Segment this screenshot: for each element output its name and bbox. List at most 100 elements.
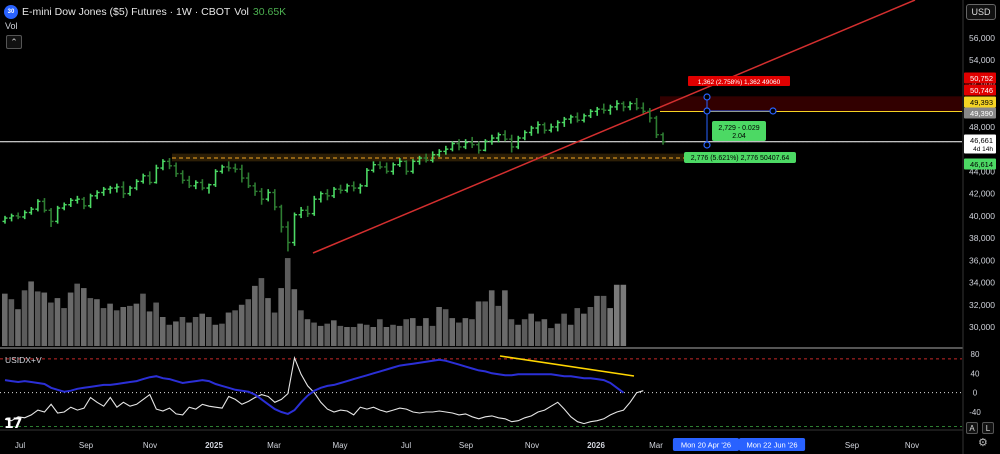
volume-bar (127, 305, 133, 346)
time-axis-label: Nov (525, 441, 539, 450)
price-badge (964, 107, 996, 119)
indicator-tick-label: 0 (973, 389, 978, 398)
price-tick-label: 32,000 (969, 300, 995, 310)
date-badge (672, 438, 740, 451)
volume-bar (469, 319, 475, 346)
volume-bar (600, 295, 607, 346)
price-tick-label: 34,000 (969, 278, 995, 288)
volume-bar (2, 293, 8, 346)
volume-bar (219, 323, 225, 346)
volume-bar (15, 309, 21, 346)
volume-bar (100, 308, 107, 346)
volume-bar (258, 278, 265, 346)
volume-bar (587, 306, 594, 346)
volume-bar (423, 318, 429, 346)
price-badge-value: 50,746 (970, 86, 993, 95)
measure-handle (703, 93, 711, 101)
bottom-measure-box (684, 152, 796, 163)
price-badge-value: 49,390 (970, 109, 993, 118)
volume-bar (508, 319, 515, 346)
volume-bar (383, 327, 390, 346)
collapse-chevron-icon[interactable]: ⌃ (6, 35, 22, 49)
indicator-white-line (4, 355, 644, 425)
volume-bar (28, 281, 34, 346)
volume-bar (534, 321, 541, 346)
price-tick-label: 42,000 (969, 189, 995, 199)
volume-bar (74, 283, 80, 346)
green-measure-box (712, 121, 766, 141)
price-tick-label: 30,000 (969, 322, 995, 332)
symbol-logo-icon[interactable]: 30 (4, 5, 18, 19)
volume-bar (528, 313, 534, 346)
trend-line (312, 0, 916, 254)
volume-bar (107, 303, 113, 346)
volume-bar (146, 311, 153, 346)
indicator-tick-label: 80 (971, 350, 980, 359)
settings-gear-icon[interactable]: ⚙ (978, 437, 988, 449)
indicator-label[interactable]: USIDX+V (5, 355, 42, 365)
volume-bar (390, 324, 396, 346)
volume-bar (21, 290, 28, 346)
volume-bar (265, 298, 271, 346)
volume-bar (298, 310, 304, 346)
volume-bar (54, 298, 61, 346)
volume-bar (620, 284, 627, 346)
volume-bar (225, 312, 232, 346)
volume-label: Vol (234, 6, 249, 18)
measure-handle (769, 107, 777, 115)
volume-bar (284, 258, 291, 346)
time-axis-label: Nov (905, 441, 919, 450)
volume-bar (173, 321, 179, 346)
volume-bar (324, 323, 331, 346)
time-axis-label: Mar (649, 441, 663, 450)
time-axis-label: Sep (459, 441, 474, 450)
chart-header: 30 E-mini Dow Jones ($5) Futures · 1W · … (4, 4, 286, 20)
volume-bar (212, 324, 219, 346)
log-scale-button[interactable]: L (982, 422, 994, 434)
volume-bar (238, 304, 245, 346)
volume-bar (179, 316, 186, 346)
volume-bar (462, 318, 469, 346)
volume-bar (245, 299, 252, 346)
price-badge-countdown: 4d 14h (973, 146, 993, 153)
divergence-line (499, 355, 635, 377)
price-badge-value: 46,661 (970, 136, 993, 145)
tradingview-logo-icon[interactable]: 17 (4, 416, 23, 432)
volume-bar (548, 328, 554, 346)
time-axis-label: 2026 (587, 441, 605, 450)
indicator-tick-label: 40 (971, 369, 980, 378)
volume-bar (581, 313, 587, 346)
volume-bar (594, 295, 600, 346)
volume-bar (344, 327, 350, 346)
volume-bar (541, 319, 548, 346)
volume-bar (567, 324, 574, 346)
red-measure-box (688, 76, 790, 86)
volume-bar (192, 316, 199, 346)
volume-bar (80, 288, 87, 346)
currency-selector[interactable]: USD (966, 4, 996, 20)
auto-scale-button[interactable]: A (966, 422, 978, 434)
price-tick-label: 40,000 (969, 211, 995, 221)
price-badge (964, 96, 996, 108)
volume-bar (317, 325, 324, 346)
time-axis-label: Nov (143, 441, 157, 450)
volume-bar (416, 325, 423, 346)
time-axis-label: May (332, 441, 347, 450)
price-tick-label: 54,000 (969, 55, 995, 65)
volume-bar (488, 290, 495, 346)
volume-bar (429, 325, 436, 346)
time-axis-label: 2025 (205, 441, 223, 450)
symbol-title[interactable]: E-mini Dow Jones ($5) Futures · 1W · CBO… (22, 6, 231, 18)
volume-bar (41, 292, 48, 346)
volume-bar (311, 322, 317, 346)
resistance-zone (660, 96, 962, 112)
volume-bar (159, 316, 166, 346)
volume-bar (561, 313, 567, 346)
volume-bar (87, 298, 94, 346)
volume-bar (436, 306, 442, 346)
volume-bar (442, 309, 449, 346)
volume-bar (370, 327, 377, 346)
volume-bar (120, 306, 127, 346)
